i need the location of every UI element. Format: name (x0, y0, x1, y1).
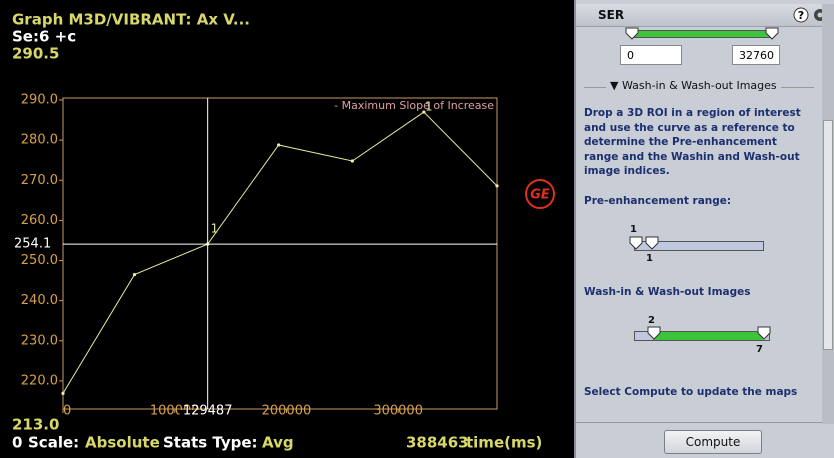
series-label: Se:6 +c (12, 28, 76, 46)
range-max[interactable]: 32760 (732, 45, 780, 65)
range-min[interactable]: 0 (620, 45, 682, 65)
crosshair-y-label: 254.1 (14, 237, 51, 252)
pre-label: Pre-enhancement range: (584, 195, 732, 207)
y-tick-label: 290.0 (21, 93, 58, 108)
plot-frame (62, 97, 498, 410)
section-header[interactable]: ▼ Wash-in & Wash-out Images (606, 79, 781, 92)
y-tick-label: 280.0 (21, 133, 58, 148)
y-tick-label: 240.0 (21, 293, 58, 308)
x-tick-label: 300000 (373, 404, 423, 419)
slider-handles[interactable] (576, 0, 822, 360)
wash-label: Wash-in & Wash-out Images (584, 286, 751, 298)
wash-start: 2 (648, 315, 655, 326)
legend: - Maximum Slope of Increase (334, 99, 494, 112)
y-tick-label: 270.0 (21, 173, 58, 188)
wash-end: 7 (756, 344, 763, 355)
pre-start: 1 (630, 224, 637, 235)
x-tick-label: 0 (63, 404, 71, 419)
y-tick-label: 220.0 (21, 373, 58, 388)
compute-button[interactable]: Compute (664, 430, 762, 454)
svg-text:GE: GE (530, 188, 550, 203)
y-tick-label: 250.0 (21, 253, 58, 268)
pre-end: 1 (646, 253, 653, 264)
y-tick-label: 260.0 (21, 213, 58, 228)
scale-value: Absolute (85, 434, 160, 452)
graph-view: Graph M3D/VIBRANT: Ax V... Se:6 +c 290.5… (0, 0, 572, 458)
crosshair-x-bg (179, 410, 236, 424)
scale-label: Scale: (28, 434, 79, 452)
crosshair-x-label: 129487 (183, 404, 233, 419)
ser-panel: SER ? 0 32760 ▼ Wash-in & Wash-out Image… (574, 0, 834, 458)
data-point (61, 391, 65, 395)
x-unit: time(ms) (466, 434, 542, 452)
scrollbar[interactable] (822, 4, 834, 424)
note: Select Compute to update the maps (584, 386, 798, 398)
crosshair-point-label: 1 (211, 222, 219, 236)
data-point (495, 184, 499, 188)
description: Drop a 3D ROI in a region of interest an… (584, 107, 801, 177)
x-max-label: 388463 (406, 434, 469, 452)
data-point (132, 272, 137, 277)
stats-label: Stats Type: (163, 434, 258, 452)
stats-value: Avg (262, 434, 294, 452)
y-tick-label: 230.0 (21, 333, 58, 348)
x-min-label: 0 (12, 434, 22, 452)
data-point (277, 143, 281, 147)
svg-text:?: ? (798, 9, 804, 22)
y-max-label: 290.5 (12, 45, 59, 63)
peak-label: 1 (425, 100, 433, 114)
y-min-label: 213.0 (12, 416, 59, 434)
ge-logo: GE (525, 179, 555, 209)
panel-title: SER (598, 8, 625, 22)
panel-titlebar: SER ? (576, 4, 826, 27)
graph-title: Graph M3D/VIBRANT: Ax V... (12, 11, 250, 29)
section-title: Wash-in & Wash-out Images (621, 79, 777, 92)
x-tick-label: 200000 (262, 404, 312, 419)
background (0, 0, 572, 458)
wash-slider[interactable] (634, 331, 770, 341)
data-point (350, 159, 354, 163)
data-point (422, 110, 426, 114)
